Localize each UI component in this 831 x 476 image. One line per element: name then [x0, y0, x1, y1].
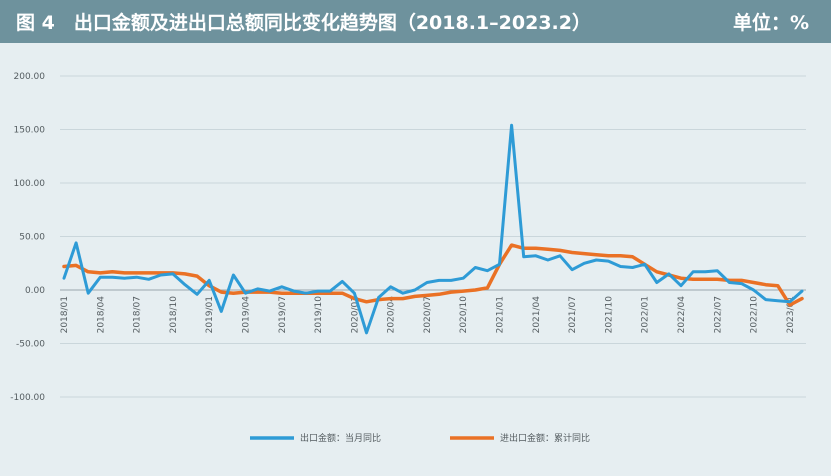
y-tick-label: 100.00: [14, 179, 46, 189]
x-tick-label: 2021/10: [604, 296, 614, 334]
x-tick-label: 2020/04: [387, 296, 397, 334]
y-tick-label: -100.00: [10, 393, 45, 403]
x-tick-label: 2019/01: [205, 296, 215, 333]
x-tick-label: 2022/01: [641, 296, 651, 333]
x-tick-label: 2022/07: [713, 296, 723, 333]
x-tick-label: 2020/01: [350, 296, 360, 333]
x-tick-label: 2018/01: [60, 296, 70, 333]
trade-cumulative-yoy-line: [62, 243, 804, 307]
x-tick-label: 2021/04: [532, 296, 542, 334]
legend-label: 进出口金额：累计同比: [500, 432, 590, 444]
x-tick-label: 2020/10: [459, 296, 469, 334]
x-tick-label: 2019/04: [241, 296, 251, 334]
x-tick-label: 2019/10: [314, 296, 324, 334]
x-tick-label: 2021/07: [568, 296, 578, 333]
x-tick-label: 2019/07: [278, 296, 288, 333]
unit-label: 单位：%: [732, 12, 809, 34]
x-tick-label: 2018/07: [133, 296, 143, 333]
x-tick-label: 2023/01: [786, 296, 796, 333]
y-tick-label: 50.00: [19, 233, 45, 243]
x-tick-label: 2018/10: [169, 296, 179, 334]
x-tick-label: 2022/10: [750, 296, 760, 334]
chart-header: 图 4 出口金额及进出口总额同比变化趋势图（2018.1–2023.2） 单位：…: [0, 0, 831, 43]
line-chart: -100.00 -50.00 0.00 50.00 100.00 150.00 200.00…: [10, 72, 806, 444]
y-tick-label: -50.00: [16, 340, 45, 350]
x-tick-label: 2022/04: [677, 296, 687, 334]
x-tick-label: 2021/01: [496, 296, 506, 333]
x-tick-label: 2018/04: [96, 296, 106, 334]
y-tick-label: 200.00: [14, 72, 46, 82]
chart-title: 图 4 出口金额及进出口总额同比变化趋势图（2018.1–2023.2）: [16, 12, 591, 34]
export-monthly-yoy-line: [62, 123, 804, 335]
y-tick-label: 0.00: [25, 286, 45, 296]
x-tick-label: 2020/07: [423, 296, 433, 333]
y-tick-label: 150.00: [14, 126, 46, 136]
legend-label: 出口金额：当月同比: [300, 432, 381, 444]
